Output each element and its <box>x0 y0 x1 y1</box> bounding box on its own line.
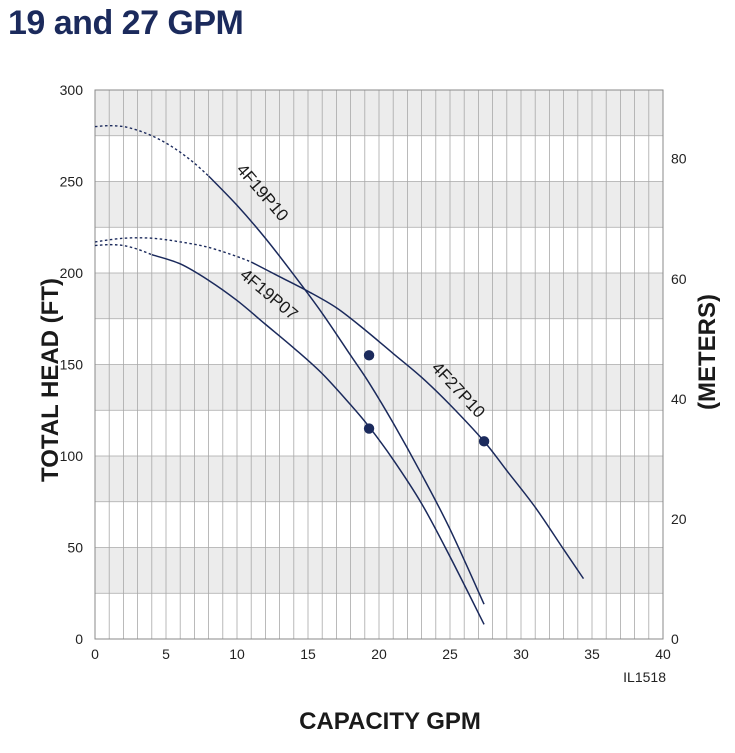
x-axis-title: CAPACITY GPM <box>299 708 481 735</box>
y-axis-title: TOTAL HEAD (FT) <box>37 278 64 482</box>
page-title: 19 and 27 GPM <box>8 4 244 42</box>
y-tick-label: 200 <box>60 265 84 281</box>
grid-lines <box>94 89 664 640</box>
x-tick-label: 10 <box>229 646 245 662</box>
rated-point-4f27p10 <box>478 436 490 447</box>
x-tick-label: 25 <box>442 646 458 662</box>
y-tick-label: 50 <box>67 540 83 556</box>
x-tick-label: 5 <box>162 646 170 662</box>
y-tick-label: 100 <box>60 448 84 464</box>
x-tick-labels: 0 5 10 15 20 25 30 35 40 <box>91 646 671 662</box>
y2-tick-label: 20 <box>671 511 687 527</box>
rated-point-markers <box>363 350 490 447</box>
y-tick-label: 150 <box>60 357 84 373</box>
plot-frame <box>94 89 664 640</box>
y-tick-label: 250 <box>60 174 84 190</box>
x-tick-label: 15 <box>300 646 316 662</box>
rated-point-4f19p07 <box>363 423 375 434</box>
y2-tick-label: 40 <box>671 391 687 407</box>
series-line-dashed-4f27p10 <box>94 237 252 263</box>
x-tick-label: 40 <box>655 646 671 662</box>
series-line-4f19p10 <box>208 175 485 605</box>
figure-id: IL1518 <box>623 669 666 685</box>
y2-tick-label: 60 <box>671 271 687 287</box>
y-tick-labels: 0 50 100 150 200 250 300 <box>60 82 84 647</box>
y2-tick-label: 0 <box>671 631 679 647</box>
x-tick-label: 35 <box>584 646 600 662</box>
y-tick-label: 0 <box>75 631 83 647</box>
series-lines <box>94 124 585 625</box>
y-tick-label: 300 <box>60 82 84 98</box>
x-tick-label: 0 <box>91 646 99 662</box>
x-tick-label: 30 <box>513 646 529 662</box>
x-tick-label: 20 <box>371 646 387 662</box>
series-line-4f19p07 <box>151 253 485 625</box>
y2-axis-title: (METERS) <box>694 294 721 410</box>
y2-tick-label: 80 <box>671 151 687 167</box>
y2-tick-labels: 0 20 40 60 80 <box>671 151 687 647</box>
series-line-4f27p10 <box>250 261 585 580</box>
rated-point-4f19p10 <box>363 350 375 361</box>
